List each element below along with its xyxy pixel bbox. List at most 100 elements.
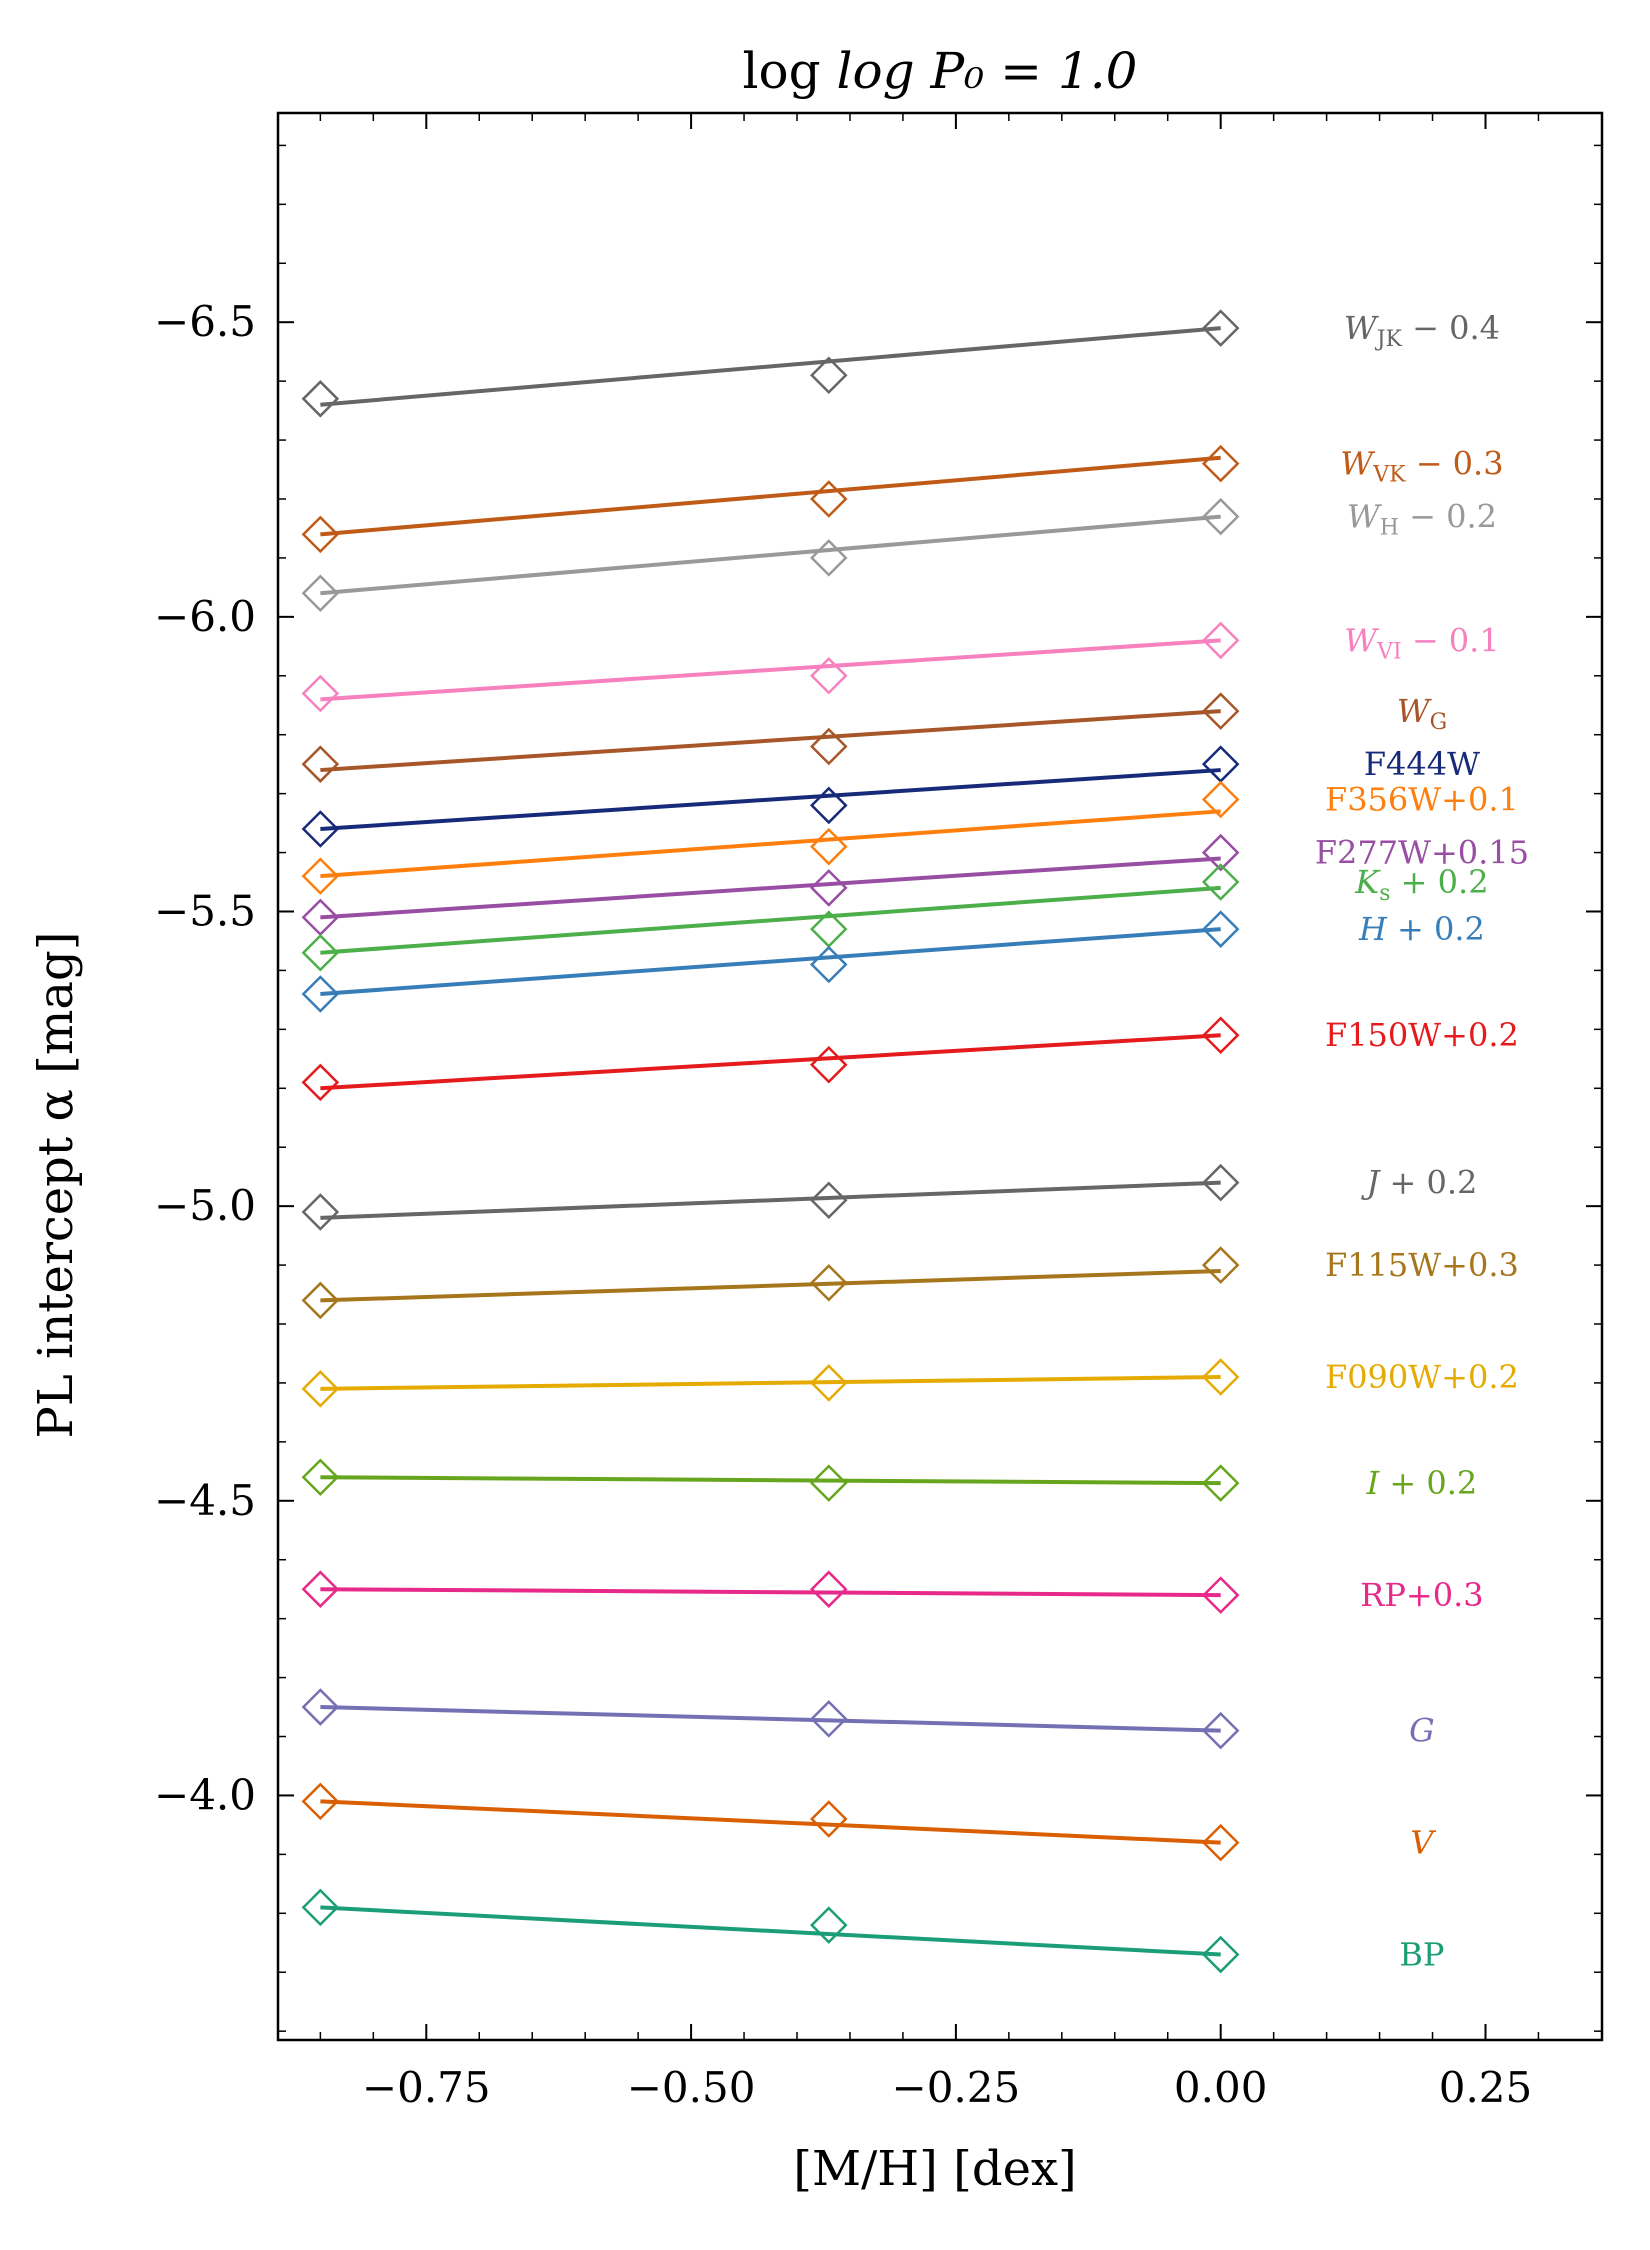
series-1: WVK − 0.3 [301,444,1504,554]
series-7: F277W+0.15 [301,833,1529,937]
series-point [301,1370,340,1408]
series-label: F356W+0.1 [1325,781,1519,819]
series-point [1201,621,1240,660]
series-point [1201,1711,1240,1750]
series-point [810,1464,848,1502]
y-tick-label: −4.0 [154,1770,256,1819]
series-fit-line [320,1268,1221,1303]
x-tick-label: 0.00 [1174,2063,1268,2112]
series-point [810,1045,848,1084]
series-14: I + 0.2 [301,1458,1477,1502]
series-6: F356W+0.1 [301,780,1519,895]
y-tick-label: −4.5 [154,1476,256,1525]
series-point [810,1570,848,1608]
series-fit-line [320,514,1221,596]
series-point [1201,745,1240,783]
series-fit-line [320,885,1221,955]
series-point [301,1458,340,1496]
y-axis-title: PL intercept α [mag] [28,932,84,1439]
series-point [1201,1823,1240,1862]
y-tick-label: −6.5 [154,297,256,346]
series-fit-line [320,1475,1221,1486]
series-label: WVI − 0.1 [1344,621,1500,664]
series-point [810,356,848,395]
series-17: V [301,1782,1436,1862]
series-point [1201,1163,1240,1202]
series-point [1201,1464,1240,1502]
series-label: WJK − 0.4 [1344,309,1500,352]
x-tick-label: −0.50 [627,2063,756,2112]
series-9: H + 0.2 [301,910,1485,1013]
series-15: RP+0.3 [301,1570,1484,1614]
series-point [1201,833,1240,872]
series-point [301,857,340,895]
series-4: WG [301,692,1447,783]
series-point [810,945,848,984]
series-point [810,1181,848,1220]
series-point [301,380,340,418]
series-point [301,745,340,783]
series-label: G [1409,1712,1435,1750]
series-point [1201,1246,1240,1284]
x-tick-label: −0.25 [892,2063,1021,2112]
series-point [301,933,340,972]
series-label: Ks + 0.2 [1354,863,1488,906]
series-11: J + 0.2 [301,1163,1477,1231]
series-8: Ks + 0.2 [301,863,1489,972]
series-point [810,1364,848,1402]
series-label: WH − 0.2 [1347,498,1497,541]
series-point [1201,692,1240,730]
series-fit-line [320,1180,1221,1220]
series-point [1201,780,1240,819]
series-13: F090W+0.2 [301,1358,1519,1408]
series-label: F090W+0.2 [1325,1358,1519,1396]
series-fit-line [320,768,1221,831]
series-16: G [301,1688,1435,1750]
series-fit-line [320,638,1221,702]
y-tick-label: −6.0 [154,592,256,641]
series-point [810,727,848,766]
chart-title: log log P₀ = 1.0 [743,42,1138,100]
x-tick-label: 0.25 [1439,2063,1533,2112]
series-point [1201,309,1240,347]
series-point [301,1782,340,1821]
series-2: WH − 0.2 [301,497,1497,613]
series-18: BP [301,1888,1444,1974]
series-point [810,1700,848,1738]
series-point [301,1281,340,1320]
y-tick-label: −5.5 [154,886,256,935]
x-axis-title: [M/H] [dex] [793,2141,1077,2197]
series-point [301,1193,340,1231]
series-layer: WJK − 0.4 WVK − 0.3 WH − 0.2 WVI − 0.1 WG F44… [301,309,1529,1974]
series-5: F444W [301,745,1480,848]
series-fit-line [320,809,1221,879]
series-label: F277W+0.15 [1315,834,1529,872]
series-12: F115W+0.3 [301,1246,1519,1320]
series-point [301,1688,340,1726]
x-tick-label: −0.75 [362,2063,491,2112]
series-point [810,1263,848,1302]
series-fit-line [320,709,1221,773]
series-fit-line [320,1799,1221,1845]
series-label: F150W+0.2 [1325,1016,1519,1054]
series-point [810,869,848,907]
y-tick-label: −5.0 [154,1181,256,1230]
series-point [1201,444,1240,483]
series-fit-line [320,1905,1221,1957]
series-label: WG [1397,692,1447,735]
x-axis: −0.75 −0.50 −0.25 0.00 0.25 [319,113,1540,2112]
series-point [810,1906,848,1944]
series-label: BP [1399,1936,1444,1974]
series-point [301,1570,340,1608]
series-label: V [1410,1824,1436,1862]
series-point [301,574,340,613]
series-point [301,975,340,1013]
series-point [1201,497,1240,536]
series-label: RP+0.3 [1360,1576,1483,1614]
series-point [810,786,848,825]
series-point [1201,1358,1240,1396]
series-point [301,1888,340,1927]
series-fit-line [320,927,1221,996]
series-3: WVI − 0.1 [301,621,1500,713]
